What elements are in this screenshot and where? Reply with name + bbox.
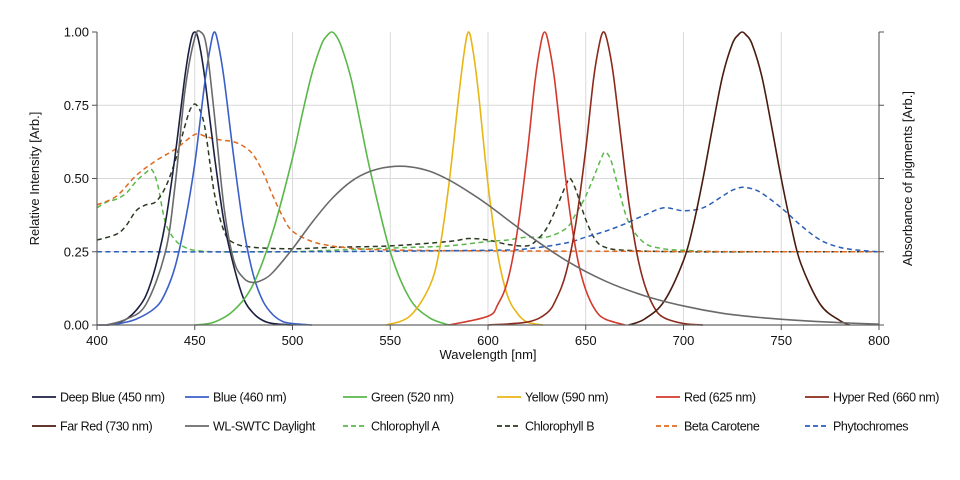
- legend-item: Blue (460 nm): [185, 391, 287, 405]
- series-line-beta-carotene: [96, 132, 880, 253]
- y-tick-label: 0.50: [64, 171, 89, 186]
- legend-label: Beta Carotene: [684, 420, 760, 434]
- axis-ticks: 400 450 500 550 600 650 700 750 800 0.00 0.25 0.50 0…: [64, 25, 890, 349]
- series-line-chlorophyll-b: [96, 103, 879, 253]
- y-tick-label: 0.25: [64, 244, 89, 259]
- x-tick-label: 650: [575, 333, 597, 348]
- x-tick-label: 550: [379, 333, 401, 348]
- y-tick-label: 1.00: [64, 25, 89, 40]
- series-line-far-red-730-nm: [628, 31, 851, 326]
- x-tick-label: 750: [770, 333, 792, 348]
- series-line-phytochromes: [96, 186, 880, 253]
- legend-item: Green (520 nm): [343, 391, 454, 405]
- series-line-red-625-nm: [448, 31, 626, 326]
- y-tick-label: 0.75: [64, 98, 89, 113]
- legend-label: Chlorophyll B: [525, 420, 594, 434]
- series-line-blue-460-nm: [106, 31, 313, 326]
- x-tick-label: 500: [282, 333, 304, 348]
- legend: Deep Blue (450 nm) Blue (460 nm) Green (52…: [32, 391, 940, 434]
- legend-label: Hyper Red (660 nm): [833, 391, 939, 405]
- legend-label: Green (520 nm): [371, 391, 454, 405]
- legend-item: Chlorophyll B: [497, 420, 595, 434]
- legend-item: Far Red (730 nm): [32, 420, 153, 434]
- x-tick-label: 800: [868, 333, 890, 348]
- legend-label: WL-SWTC Daylight: [213, 420, 316, 434]
- legend-item: Phytochromes: [805, 420, 909, 434]
- x-axis-title: Wavelength [nm]: [439, 347, 536, 362]
- x-tick-label: 450: [184, 333, 206, 348]
- series-line-yellow-590-nm: [386, 31, 543, 326]
- series-line-green-520-nm: [194, 31, 450, 326]
- x-tick-label: 600: [477, 333, 499, 348]
- legend-label: Deep Blue (450 nm): [60, 391, 165, 405]
- plot-series: [96, 29, 880, 326]
- x-tick-label: 400: [86, 333, 108, 348]
- legend-item: WL-SWTC Daylight: [185, 420, 316, 434]
- series-line-wl-swtc-daylight: [106, 29, 880, 326]
- y-tick-label: 0.00: [64, 318, 89, 333]
- legend-item: Red (625 nm): [656, 391, 756, 405]
- y2-axis-title: Absorbance of pigments [Arb.]: [900, 91, 915, 266]
- legend-item: Deep Blue (450 nm): [32, 391, 165, 405]
- legend-item: Chlorophyll A: [343, 420, 441, 434]
- x-tick-label: 700: [673, 333, 695, 348]
- legend-label: Phytochromes: [833, 420, 908, 434]
- legend-item: Yellow (590 nm): [497, 391, 609, 405]
- y-axis-title: Relative Intensity [Arb.]: [27, 112, 42, 246]
- series-line-deep-blue-450-nm: [96, 31, 293, 326]
- legend-label: Chlorophyll A: [371, 420, 441, 434]
- legend-label: Blue (460 nm): [213, 391, 287, 405]
- legend-label: Red (625 nm): [684, 391, 756, 405]
- series-line-hyper-red-660-nm: [487, 31, 704, 326]
- legend-label: Yellow (590 nm): [525, 391, 608, 405]
- legend-item: Hyper Red (660 nm): [805, 391, 940, 405]
- legend-label: Far Red (730 nm): [60, 420, 152, 434]
- legend-item: Beta Carotene: [656, 420, 760, 434]
